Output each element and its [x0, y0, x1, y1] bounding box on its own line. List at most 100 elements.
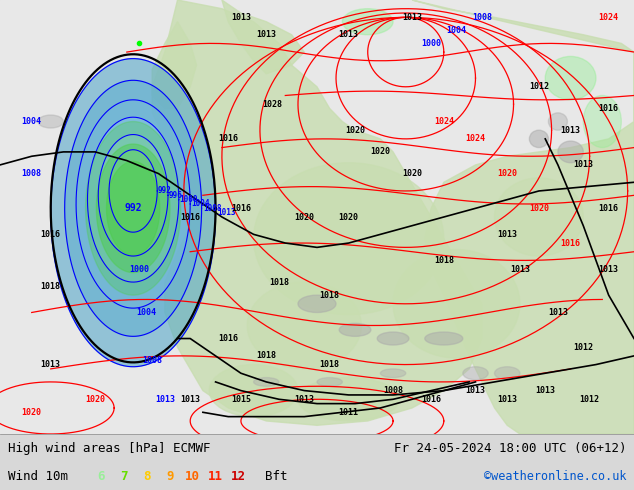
Text: 1020: 1020	[529, 204, 549, 213]
Ellipse shape	[548, 113, 567, 130]
Text: 1013: 1013	[180, 395, 200, 404]
Polygon shape	[152, 0, 482, 425]
Text: 1020: 1020	[22, 408, 42, 417]
Text: 1011: 1011	[339, 408, 359, 417]
Text: 1013: 1013	[256, 30, 276, 39]
Ellipse shape	[298, 378, 399, 421]
Polygon shape	[51, 59, 216, 367]
Ellipse shape	[495, 178, 583, 256]
Ellipse shape	[254, 378, 279, 386]
Polygon shape	[76, 100, 190, 308]
Ellipse shape	[545, 56, 596, 100]
Ellipse shape	[558, 141, 583, 163]
Text: High wind areas [hPa] ECMWF: High wind areas [hPa] ECMWF	[8, 442, 210, 455]
Text: 1008: 1008	[22, 169, 42, 178]
Polygon shape	[152, 22, 197, 108]
Ellipse shape	[529, 130, 548, 147]
Text: 1020: 1020	[370, 147, 391, 156]
Text: 992: 992	[124, 203, 142, 213]
Text: 1020: 1020	[402, 169, 422, 178]
Text: 1013: 1013	[497, 395, 517, 404]
Text: 1004: 1004	[191, 199, 210, 208]
Ellipse shape	[463, 367, 488, 380]
Text: 1012: 1012	[529, 82, 549, 91]
Text: 1004: 1004	[136, 308, 156, 317]
Ellipse shape	[583, 96, 621, 147]
Text: 1000: 1000	[421, 39, 441, 48]
Text: 1013: 1013	[535, 386, 555, 395]
Text: 1028: 1028	[262, 99, 283, 109]
Text: 1018: 1018	[320, 360, 340, 369]
Text: 996: 996	[169, 191, 183, 200]
Text: Fr 24-05-2024 18:00 UTC (06+12): Fr 24-05-2024 18:00 UTC (06+12)	[394, 442, 626, 455]
Text: 12: 12	[231, 470, 246, 483]
Text: 1020: 1020	[85, 395, 105, 404]
Text: 1013: 1013	[155, 395, 175, 404]
Text: 1020: 1020	[294, 213, 314, 221]
Polygon shape	[98, 135, 168, 256]
Ellipse shape	[393, 249, 520, 358]
Text: 1013: 1013	[294, 395, 314, 404]
Ellipse shape	[317, 378, 342, 386]
Text: 1013: 1013	[231, 13, 251, 22]
Text: 1013: 1013	[548, 308, 568, 317]
Polygon shape	[87, 117, 179, 282]
Text: 1000: 1000	[179, 195, 198, 204]
Ellipse shape	[247, 282, 361, 369]
Text: 1024: 1024	[434, 117, 454, 126]
Ellipse shape	[339, 323, 371, 336]
Text: 1018: 1018	[320, 291, 340, 299]
Text: 1016: 1016	[598, 104, 619, 113]
Text: 1016: 1016	[180, 213, 200, 221]
Ellipse shape	[377, 332, 409, 345]
Text: 6: 6	[98, 470, 105, 483]
Text: 1012: 1012	[579, 395, 600, 404]
Text: 1016: 1016	[560, 239, 581, 247]
Text: 1008: 1008	[383, 386, 403, 395]
Text: 1008: 1008	[203, 204, 221, 213]
Ellipse shape	[495, 367, 520, 380]
Polygon shape	[107, 161, 160, 255]
Polygon shape	[222, 0, 304, 74]
Text: 1016: 1016	[598, 204, 619, 213]
Ellipse shape	[209, 365, 298, 416]
Ellipse shape	[38, 115, 63, 128]
Polygon shape	[96, 144, 170, 272]
Text: 1013: 1013	[510, 265, 530, 273]
Text: 1024: 1024	[598, 13, 619, 22]
Text: 1013: 1013	[598, 265, 619, 273]
Text: 1013: 1013	[217, 208, 236, 217]
Text: 1020: 1020	[339, 213, 359, 221]
Ellipse shape	[425, 332, 463, 345]
Text: 1012: 1012	[573, 343, 593, 352]
Text: 1018: 1018	[256, 351, 276, 360]
Text: 1004: 1004	[22, 117, 42, 126]
Text: 1008: 1008	[142, 356, 162, 365]
Text: 8: 8	[143, 470, 151, 483]
Text: 1013: 1013	[41, 360, 61, 369]
Text: 1008: 1008	[472, 13, 492, 22]
Text: 1013: 1013	[465, 386, 486, 395]
Text: ©weatheronline.co.uk: ©weatheronline.co.uk	[484, 470, 626, 483]
Text: 1013: 1013	[339, 30, 359, 39]
Polygon shape	[65, 80, 202, 336]
Text: 10: 10	[185, 470, 200, 483]
Text: 1016: 1016	[421, 395, 441, 404]
Text: 1004: 1004	[446, 26, 467, 35]
Ellipse shape	[380, 369, 406, 378]
Ellipse shape	[298, 295, 336, 313]
Text: 1016: 1016	[218, 134, 238, 144]
Text: 1020: 1020	[497, 169, 517, 178]
Text: 1000: 1000	[129, 265, 150, 273]
Text: 1015: 1015	[231, 395, 251, 404]
Polygon shape	[109, 150, 157, 232]
Text: 1013: 1013	[560, 126, 581, 135]
Text: 1018: 1018	[41, 282, 61, 291]
Text: 11: 11	[208, 470, 223, 483]
Text: 1018: 1018	[269, 278, 289, 287]
Polygon shape	[86, 122, 181, 295]
Text: 9: 9	[166, 470, 174, 483]
Text: 1013: 1013	[402, 13, 422, 22]
Text: 1016: 1016	[218, 334, 238, 343]
Text: 1018: 1018	[434, 256, 454, 265]
